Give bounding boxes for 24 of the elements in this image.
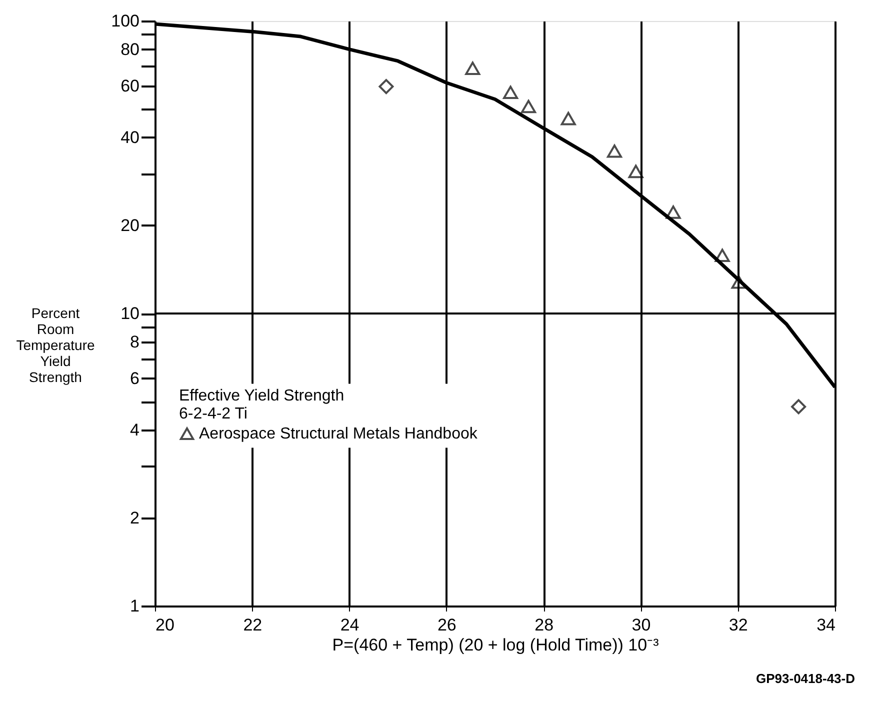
y-tick-label: 4 [130,420,140,440]
y-tick-label: 8 [130,332,140,352]
text: GP93-0418-43-D [756,671,855,686]
y-tick-label: 80 [120,40,140,59]
y-tick-label: 10 [120,304,140,323]
y-tick-label: 60 [120,76,140,96]
x-axis-title: P=(460 + Temp) (20 + log (Hold Time)) 10⁻³ [332,636,660,654]
y-tick-label: 20 [120,216,140,235]
x-tick-label: 22 [243,616,262,634]
x-tick-label: 26 [437,616,456,634]
y-tick-label: 100 [111,12,140,30]
y-tick-label: 1 [130,596,140,616]
y-tick-label: 40 [120,128,140,147]
x-tick-label: 34 [816,616,836,634]
x-tick-label: 28 [534,616,554,634]
y-tick-label: 6 [130,368,140,388]
y-tick-label: 2 [130,508,140,528]
x-tick-label: 20 [156,616,174,634]
x-tick-label: 30 [632,616,651,634]
x-tick-label: 32 [728,616,748,634]
y-axis-title: Percent Room Temperature Yield Strength [16,305,96,385]
legend-label: Aerospace Structural Metals Handbook [199,426,478,443]
legend-title: Effective Yield Strength 6-2-4-2 Ti [179,388,344,423]
x-tick-label: 24 [340,616,360,634]
